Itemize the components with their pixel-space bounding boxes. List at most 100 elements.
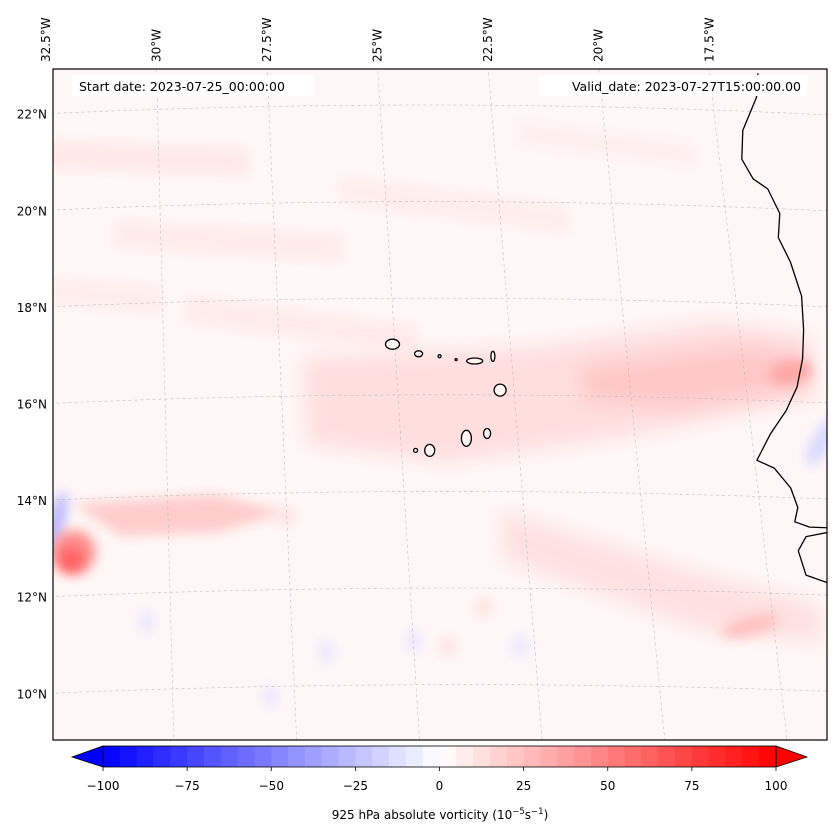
- parallel-line: [53, 491, 827, 501]
- latitude-tick-label: 18°N: [17, 301, 47, 315]
- colorbar-cell: [304, 746, 323, 767]
- southern-band: [500, 510, 824, 643]
- cape-verde-island: [437, 354, 442, 359]
- positive-streak: [185, 294, 419, 354]
- cape-verde-island: [460, 429, 473, 447]
- cape-verde-island: [412, 447, 419, 454]
- weak-negative-patch: [263, 684, 278, 709]
- positive-streak: [53, 276, 163, 315]
- cape-verde-island: [490, 350, 496, 362]
- colorbar-tick-label: 50: [600, 779, 615, 793]
- southern-band-max: [720, 614, 779, 638]
- colorbar-cell: [103, 746, 121, 767]
- colorbar-title: 925 hPa absolute vorticity (10−5s−1): [332, 807, 549, 822]
- weak-negative-patch: [513, 634, 528, 659]
- colorbar-cell: [540, 746, 558, 767]
- colorbar-cell: [389, 746, 407, 767]
- colorbar-tick-label: 25: [516, 779, 531, 793]
- map-panel: Start date: 2023-07-25_00:00:00 Valid_da…: [52, 68, 828, 741]
- colorbar-cell: [506, 746, 525, 767]
- colorbar-cell: [574, 746, 592, 767]
- colorbar-tick-label: 75: [684, 779, 699, 793]
- longitude-tick-label: 17.5°W: [702, 17, 716, 62]
- positive-streak: [115, 219, 345, 263]
- colorbar-cell: [691, 746, 710, 767]
- positive-streak: [53, 139, 250, 177]
- colorbar-cell: [590, 746, 609, 767]
- colorbar-cell: [220, 746, 239, 767]
- vortex-negative-arc: [53, 492, 67, 566]
- cape-verde-island: [454, 357, 458, 362]
- weak-positive-patch: [439, 636, 456, 656]
- colorbar-cell: [624, 746, 642, 767]
- start-date-label: Start date: 2023-07-25_00:00:00: [79, 79, 285, 94]
- colorbar-cell: [675, 746, 693, 767]
- colorbar-cell: [439, 746, 457, 767]
- longitude-tick-label: 32.5°W: [39, 17, 53, 62]
- coastal-positive-band: [581, 346, 802, 408]
- latitude-tick-label: 22°N: [17, 108, 47, 122]
- weak-negative-patch: [319, 639, 334, 664]
- colorbar-cell: [170, 746, 188, 767]
- colorbar-cell: [321, 746, 340, 767]
- colorbar-cell: [422, 746, 441, 767]
- cape-verde-island: [493, 383, 507, 397]
- colorbar-tick-label: −25: [343, 779, 368, 793]
- colorbar-extend-max: [775, 745, 809, 768]
- cape-verde-island: [424, 443, 436, 458]
- map-frame: [52, 68, 828, 741]
- colorbar-cell: [607, 746, 626, 767]
- valid-date-box: [538, 75, 807, 96]
- parallel-line: [53, 104, 827, 116]
- parallel-line: [53, 201, 827, 212]
- parallel-line: [53, 587, 827, 597]
- colorbar-tick-label: −75: [174, 779, 199, 793]
- colorbar-cell: [237, 746, 256, 767]
- colorbar-cell: [557, 746, 575, 767]
- positive-streak: [339, 175, 570, 235]
- colorbar-cell: [338, 746, 356, 767]
- meridian-line: [708, 69, 788, 740]
- colorbar: −100 −75 −50 −25 0 25 50 75 100 925 hPa absolute…: [70, 745, 809, 822]
- colorbar-tick-label: −50: [259, 779, 284, 793]
- weak-negative-patch: [139, 610, 154, 635]
- parallel-line: [53, 684, 827, 694]
- africa-coastline: [741, 73, 827, 584]
- start-date-box: [72, 75, 314, 96]
- colorbar-cell: [641, 746, 659, 767]
- colorbar-cell: [473, 746, 491, 767]
- meridian-line: [488, 69, 543, 740]
- colorbar-cell: [254, 746, 272, 767]
- longitude-tick-label: 27.5°W: [260, 17, 274, 62]
- cape-verde-island: [384, 338, 401, 350]
- latitude-tick-label: 14°N: [17, 494, 47, 508]
- colorbar-cell: [658, 746, 676, 767]
- longitude-tick-label: 30°W: [150, 29, 164, 62]
- colorbar-cell: [456, 746, 474, 767]
- weak-positive-patch: [475, 597, 492, 618]
- latitude-tick-label: 20°N: [17, 204, 47, 218]
- meridian-line: [377, 69, 420, 740]
- colorbar-tick-label: 0: [436, 779, 444, 793]
- cape-verde-island: [466, 357, 484, 365]
- cape-verde-island: [413, 350, 424, 358]
- colorbar-extend-min: [70, 745, 104, 768]
- colorbar-cell: [708, 746, 727, 767]
- colorbar-cell: [119, 746, 138, 767]
- colorbar-tick-label: −100: [87, 779, 120, 793]
- colorbar-cell: [187, 746, 205, 767]
- colorbar-ticks: −100 −75 −50 −25 0 25 50 75 100: [87, 767, 788, 793]
- longitude-tick-label: 25°W: [371, 29, 385, 62]
- colorbar-cell: [405, 746, 424, 767]
- latitude-tick-label: 12°N: [17, 591, 47, 605]
- longitude-tick-label: 20°W: [592, 29, 606, 62]
- colorbar-cell: [759, 746, 777, 767]
- meridian-line: [598, 69, 666, 740]
- vortex-core: [59, 547, 84, 572]
- colorbar-tick-label: 100: [765, 779, 788, 793]
- graticule: [53, 69, 827, 740]
- longitude-tick-labels: 32.5°W 30°W 27.5°W 25°W 22.5°W 20°W 17.5°W: [39, 17, 716, 62]
- vortex-tail: [73, 494, 287, 536]
- parallel-line: [53, 394, 827, 404]
- colorbar-cell: [489, 746, 508, 767]
